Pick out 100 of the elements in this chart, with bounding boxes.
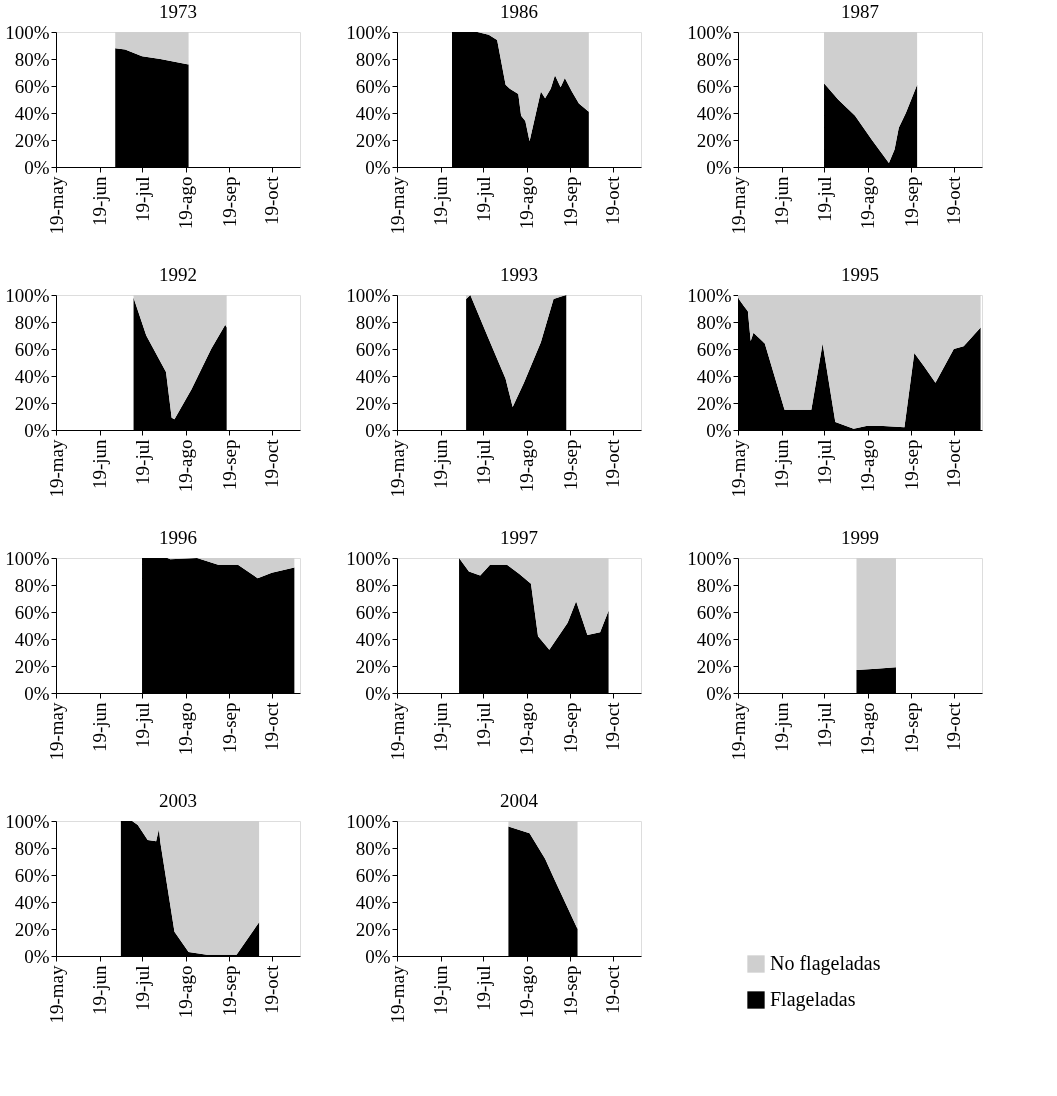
chart-title: 2004 [500,790,539,811]
x-tick-label: 19-sep [559,965,581,1017]
y-tick-label: 40% [14,102,50,124]
y-tick-label: 80% [355,48,391,70]
y-tick-label: 20% [14,655,50,677]
legend-label: No flageladas [770,952,881,975]
chart-title: 1986 [500,1,538,22]
x-tick-label: 19-may [727,439,749,498]
y-tick-label: 0% [24,156,50,178]
y-tick-label: 80% [355,837,391,859]
x-tick-label: 19-ago [175,176,197,230]
x-tick-label: 19-sep [218,439,240,491]
y-tick-label: 100% [346,284,391,306]
x-tick-label: 19-oct [261,964,283,1015]
y-tick-label: 20% [355,392,391,414]
x-tick-label: 19-sep [900,702,922,754]
x-tick-label: 19-sep [218,176,240,228]
y-tick-label: 60% [14,75,50,97]
y-tick-label: 80% [14,311,50,333]
y-tick-label: 0% [706,682,732,704]
y-tick-label: 40% [355,102,391,124]
x-tick-label: 19-jul [813,439,835,485]
y-tick-label: 0% [24,945,50,967]
x-tick-label: 19-may [386,439,408,498]
y-tick-label: 40% [355,628,391,650]
y-tick-label: 80% [696,311,732,333]
x-tick-label: 19-oct [261,175,283,226]
y-tick-label: 0% [706,419,732,441]
x-tick-label: 19-sep [559,702,581,754]
chart-title: 1993 [500,264,538,285]
x-tick-label: 19-oct [261,438,283,489]
y-tick-label: 60% [355,864,391,886]
x-tick-label: 19-jun [430,965,452,1016]
x-tick-label: 19-may [45,176,67,235]
x-tick-label: 19-ago [516,965,538,1019]
x-tick-label: 19-jul [131,439,153,485]
y-tick-label: 100% [5,21,50,43]
y-tick-label: 60% [355,601,391,623]
x-tick-label: 19-may [45,702,67,761]
y-tick-label: 20% [696,392,732,414]
x-tick-label: 19-may [727,176,749,235]
x-tick-label: 19-may [727,702,749,761]
x-tick-label: 19-ago [516,176,538,230]
y-tick-label: 40% [696,365,732,387]
x-tick-label: 19-oct [943,438,965,489]
y-tick-label: 20% [14,129,50,151]
y-tick-label: 40% [355,891,391,913]
y-tick-label: 80% [696,574,732,596]
y-tick-label: 0% [24,682,50,704]
x-tick-label: 19-oct [943,701,965,752]
chart-title: 2003 [159,790,197,811]
x-tick-label: 19-jun [89,965,111,1016]
x-tick-label: 19-oct [261,701,283,752]
x-tick-label: 19-ago [175,965,197,1019]
y-tick-label: 0% [706,156,732,178]
x-tick-label: 19-jun [430,176,452,227]
x-tick-label: 19-jul [131,965,153,1011]
y-tick-label: 60% [14,338,50,360]
y-tick-label: 20% [696,129,732,151]
y-tick-label: 60% [14,864,50,886]
x-tick-label: 19-jul [813,176,835,222]
chart-title: 1999 [841,527,879,548]
y-tick-label: 40% [696,628,732,650]
y-tick-label: 80% [14,574,50,596]
x-tick-label: 19-jul [813,702,835,748]
y-tick-label: 0% [365,945,391,967]
x-tick-label: 19-jul [472,702,494,748]
x-tick-label: 19-ago [857,702,879,756]
y-tick-label: 20% [14,918,50,940]
y-tick-label: 60% [14,601,50,623]
x-tick-label: 19-jul [472,176,494,222]
y-tick-label: 100% [346,810,391,832]
y-tick-label: 40% [14,365,50,387]
y-tick-label: 100% [5,547,50,569]
x-tick-label: 19-may [45,965,67,1024]
x-tick-label: 19-ago [857,176,879,230]
y-tick-label: 100% [687,547,732,569]
chart-title: 1973 [159,1,197,22]
x-tick-label: 19-may [45,439,67,498]
x-tick-label: 19-jul [131,176,153,222]
y-tick-label: 60% [355,338,391,360]
y-tick-label: 80% [14,48,50,70]
x-tick-label: 19-ago [175,439,197,493]
x-tick-label: 19-jul [472,439,494,485]
x-tick-label: 19-may [386,702,408,761]
x-tick-label: 19-jun [89,439,111,490]
y-tick-label: 60% [355,75,391,97]
y-tick-label: 40% [696,102,732,124]
x-tick-label: 19-oct [602,701,624,752]
y-tick-label: 100% [346,21,391,43]
x-tick-label: 19-jun [430,439,452,490]
y-tick-label: 60% [696,338,732,360]
legend-label: Flageladas [770,988,856,1011]
x-tick-label: 19-jul [131,702,153,748]
y-tick-label: 0% [365,156,391,178]
y-tick-label: 80% [14,837,50,859]
x-tick-label: 19-oct [602,964,624,1015]
y-tick-label: 100% [5,284,50,306]
y-tick-label: 0% [24,419,50,441]
y-tick-label: 40% [355,365,391,387]
